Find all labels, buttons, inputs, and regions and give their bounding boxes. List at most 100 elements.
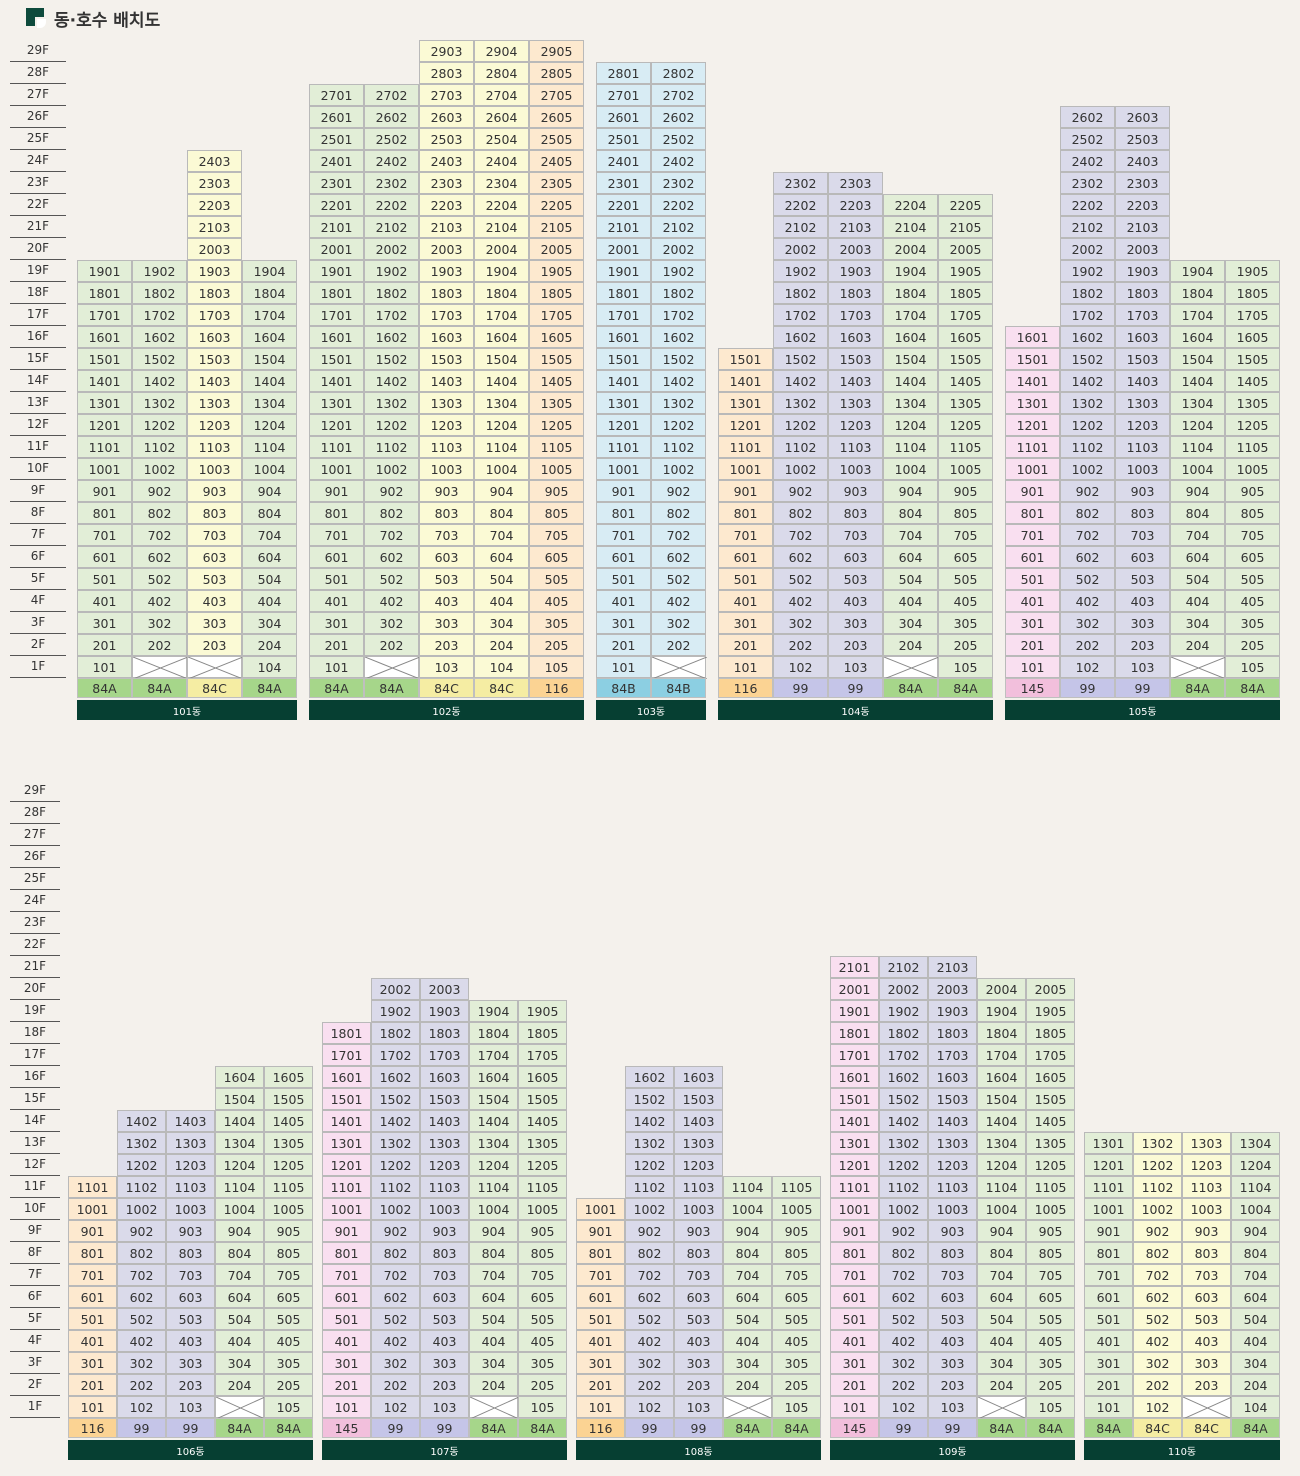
unit-cell[interactable]: 603: [419, 546, 474, 568]
unit-cell[interactable]: 1103: [420, 1176, 469, 1198]
unit-cell[interactable]: 903: [1115, 480, 1170, 502]
unit-cell[interactable]: 1705: [529, 304, 584, 326]
unit-cell[interactable]: 202: [1133, 1374, 1182, 1396]
unit-cell[interactable]: 1603: [187, 326, 242, 348]
unit-cell[interactable]: 202: [117, 1374, 166, 1396]
unit-cell[interactable]: 901: [1005, 480, 1060, 502]
unit-cell[interactable]: 605: [518, 1286, 567, 1308]
unit-cell[interactable]: 2405: [529, 150, 584, 172]
unit-cell[interactable]: 902: [117, 1220, 166, 1242]
unit-cell[interactable]: 1801: [77, 282, 132, 304]
unit-cell[interactable]: 201: [596, 634, 651, 656]
unit-cell[interactable]: 1303: [420, 1132, 469, 1154]
unit-cell[interactable]: 1203: [166, 1154, 215, 1176]
unit-cell[interactable]: 402: [132, 590, 187, 612]
unit-cell[interactable]: 802: [1133, 1242, 1182, 1264]
unit-cell[interactable]: 1404: [469, 1110, 518, 1132]
unit-cell[interactable]: 401: [77, 590, 132, 612]
unit-cell[interactable]: 403: [419, 590, 474, 612]
unit-cell[interactable]: 1501: [596, 348, 651, 370]
unit-cell[interactable]: 804: [1231, 1242, 1280, 1264]
unit-cell[interactable]: 405: [1225, 590, 1280, 612]
unit-cell[interactable]: 2302: [364, 172, 419, 194]
unit-cell[interactable]: 1401: [718, 370, 773, 392]
unit-cell[interactable]: 101: [596, 656, 651, 678]
unit-cell[interactable]: 1201: [830, 1154, 879, 1176]
unit-cell[interactable]: 302: [364, 612, 419, 634]
unit-cell[interactable]: 2505: [529, 128, 584, 150]
unit-cell[interactable]: 303: [928, 1352, 977, 1374]
unit-cell[interactable]: 904: [883, 480, 938, 502]
unit-cell[interactable]: 703: [928, 1264, 977, 1286]
unit-cell[interactable]: 604: [469, 1286, 518, 1308]
unit-cell[interactable]: 902: [1060, 480, 1115, 502]
unit-cell[interactable]: 901: [596, 480, 651, 502]
unit-cell[interactable]: 1703: [928, 1044, 977, 1066]
unit-cell[interactable]: 1602: [364, 326, 419, 348]
unit-cell[interactable]: 103: [166, 1396, 215, 1418]
unit-cell[interactable]: 1302: [625, 1132, 674, 1154]
unit-cell[interactable]: 1505: [1225, 348, 1280, 370]
unit-cell[interactable]: 1003: [166, 1198, 215, 1220]
unit-cell[interactable]: 902: [879, 1220, 928, 1242]
unit-cell[interactable]: 805: [772, 1242, 821, 1264]
unit-cell[interactable]: 303: [828, 612, 883, 634]
unit-cell[interactable]: 105: [518, 1396, 567, 1418]
unit-cell[interactable]: 603: [1115, 546, 1170, 568]
unit-cell[interactable]: 602: [364, 546, 419, 568]
unit-cell[interactable]: 1503: [1115, 348, 1170, 370]
unit-cell[interactable]: 2202: [364, 194, 419, 216]
unit-cell[interactable]: 1205: [264, 1154, 313, 1176]
unit-cell[interactable]: 2701: [596, 84, 651, 106]
unit-cell[interactable]: 204: [723, 1374, 772, 1396]
unit-cell[interactable]: 701: [596, 524, 651, 546]
unit-cell[interactable]: 201: [718, 634, 773, 656]
unit-cell[interactable]: 1404: [1170, 370, 1225, 392]
unit-cell[interactable]: 904: [1231, 1220, 1280, 1242]
unit-cell[interactable]: 1403: [674, 1110, 723, 1132]
unit-cell[interactable]: 102: [1060, 656, 1115, 678]
unit-cell[interactable]: 1804: [1170, 282, 1225, 304]
unit-cell[interactable]: 1403: [419, 370, 474, 392]
unit-cell[interactable]: 604: [1170, 546, 1225, 568]
unit-cell[interactable]: 301: [68, 1352, 117, 1374]
unit-cell[interactable]: 2702: [651, 84, 706, 106]
unit-cell[interactable]: 104: [1231, 1396, 1280, 1418]
unit-cell[interactable]: 1705: [1026, 1044, 1075, 1066]
unit-cell[interactable]: 305: [938, 612, 993, 634]
unit-cell[interactable]: 202: [364, 634, 419, 656]
unit-cell[interactable]: 1305: [518, 1132, 567, 1154]
unit-cell[interactable]: 2303: [419, 172, 474, 194]
unit-cell[interactable]: 2805: [529, 62, 584, 84]
unit-cell[interactable]: 705: [518, 1264, 567, 1286]
unit-cell[interactable]: 1405: [529, 370, 584, 392]
unit-cell[interactable]: 1804: [242, 282, 297, 304]
unit-cell[interactable]: 1104: [723, 1176, 772, 1198]
unit-cell[interactable]: 1201: [596, 414, 651, 436]
unit-cell[interactable]: 2002: [651, 238, 706, 260]
unit-cell[interactable]: 2403: [419, 150, 474, 172]
unit-cell[interactable]: 103: [419, 656, 474, 678]
unit-cell[interactable]: 1703: [828, 304, 883, 326]
unit-cell[interactable]: 305: [529, 612, 584, 634]
unit-cell[interactable]: 2802: [651, 62, 706, 84]
unit-cell[interactable]: 301: [322, 1352, 371, 1374]
unit-cell[interactable]: 1102: [371, 1176, 420, 1198]
unit-cell[interactable]: 1104: [883, 436, 938, 458]
unit-cell[interactable]: 404: [242, 590, 297, 612]
unit-cell[interactable]: 1001: [1084, 1198, 1133, 1220]
unit-cell[interactable]: 602: [625, 1286, 674, 1308]
unit-cell[interactable]: 1302: [132, 392, 187, 414]
unit-cell[interactable]: 404: [474, 590, 529, 612]
unit-cell[interactable]: 1101: [309, 436, 364, 458]
unit-cell[interactable]: 1201: [322, 1154, 371, 1176]
unit-cell[interactable]: 2603: [419, 106, 474, 128]
unit-cell[interactable]: 501: [322, 1308, 371, 1330]
unit-cell[interactable]: 1802: [651, 282, 706, 304]
unit-cell[interactable]: 402: [773, 590, 828, 612]
unit-cell[interactable]: 302: [1133, 1352, 1182, 1374]
unit-cell[interactable]: 2003: [187, 238, 242, 260]
unit-cell[interactable]: 1504: [215, 1088, 264, 1110]
unit-cell[interactable]: 102: [625, 1396, 674, 1418]
unit-cell[interactable]: 203: [166, 1374, 215, 1396]
